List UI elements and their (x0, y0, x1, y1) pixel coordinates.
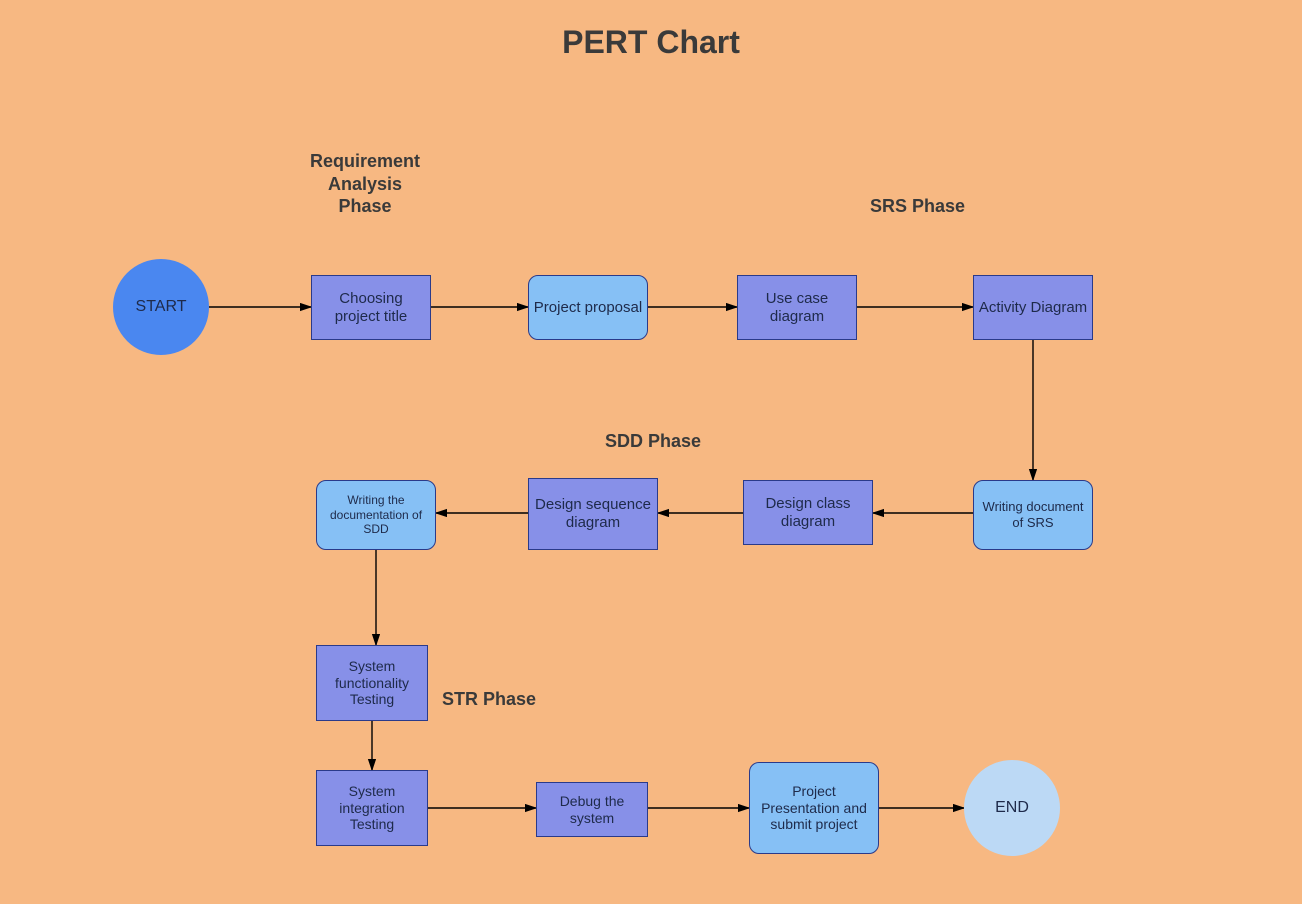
node-n2: Project proposal (528, 275, 648, 340)
node-n8: Writing the documentation of SDD (316, 480, 436, 550)
chart-canvas: PERT Chart Requirement Analysis Phase SRS… (0, 0, 1302, 904)
node-n1: Choosing project title (311, 275, 431, 340)
node-n11: Debug the system (536, 782, 648, 837)
phase-label-srs-phase: SRS Phase (870, 195, 965, 218)
node-n10: System integration Testing (316, 770, 428, 846)
node-n7: Design sequence diagram (528, 478, 658, 550)
node-n3: Use case diagram (737, 275, 857, 340)
node-n4: Activity Diagram (973, 275, 1093, 340)
phase-label-str-phase: STR Phase (442, 688, 536, 711)
chart-title: PERT Chart (0, 24, 1302, 61)
node-start: START (113, 259, 209, 355)
node-n5: Writing document of SRS (973, 480, 1093, 550)
node-n12: Project Presentation and submit project (749, 762, 879, 854)
phase-label-req-phase: Requirement Analysis Phase (310, 150, 420, 218)
node-end: END (964, 760, 1060, 856)
node-n6: Design class diagram (743, 480, 873, 545)
node-n9: System functionality Testing (316, 645, 428, 721)
phase-label-sdd-phase: SDD Phase (605, 430, 701, 453)
